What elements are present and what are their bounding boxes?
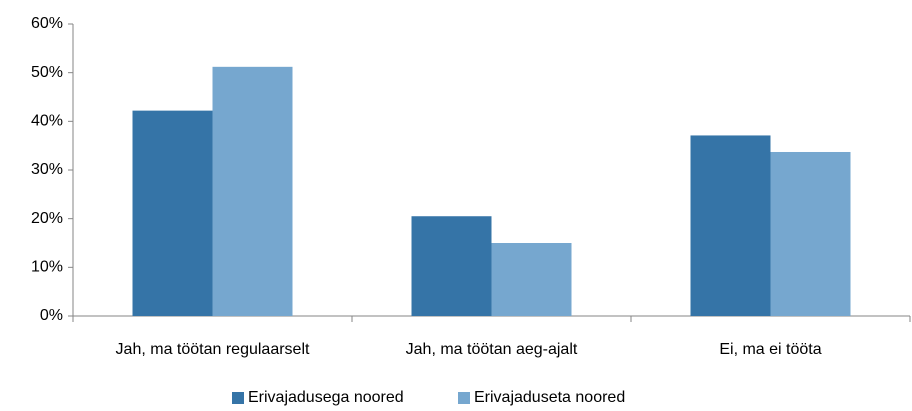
bar <box>411 216 492 316</box>
bar <box>690 135 771 316</box>
y-tick-label: 50% <box>31 64 63 81</box>
y-tick-label: 60% <box>31 15 63 32</box>
y-tick-label: 10% <box>31 259 63 276</box>
x-tick-label: Ei, ma ei tööta <box>719 341 821 358</box>
legend-swatch <box>458 392 470 404</box>
bar <box>212 66 293 317</box>
bar <box>770 151 851 316</box>
legend-label: Erivajaduseta noored <box>474 389 625 406</box>
y-tick-label: 30% <box>31 161 63 178</box>
bar <box>491 243 572 316</box>
legend-swatch <box>232 392 244 404</box>
x-tick-label: Jah, ma töötan aeg-ajalt <box>406 341 578 358</box>
x-tick-label: Jah, ma töötan regulaarselt <box>116 341 310 358</box>
bar <box>132 110 213 316</box>
y-tick-label: 20% <box>31 210 63 227</box>
y-tick-label: 40% <box>31 113 63 130</box>
legend-label: Erivajadusega noored <box>248 389 404 406</box>
y-tick-label: 0% <box>40 307 63 324</box>
